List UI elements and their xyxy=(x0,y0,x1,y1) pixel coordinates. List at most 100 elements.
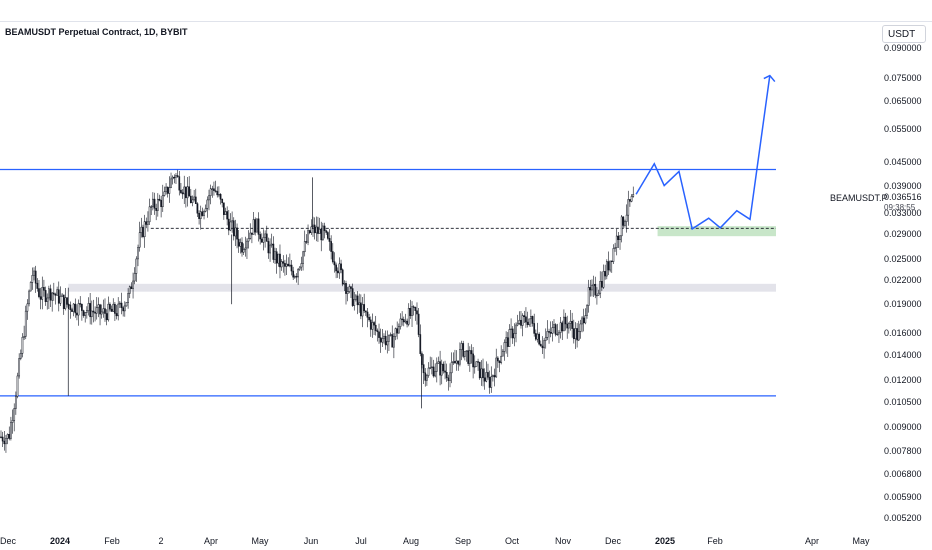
candle-body xyxy=(373,322,375,326)
candle-body xyxy=(442,363,445,372)
candle-body xyxy=(198,212,200,219)
candle-body xyxy=(371,322,374,330)
candle-body xyxy=(89,303,91,318)
price-tick-label: 0.075000 xyxy=(884,72,922,83)
price-tick-label: 0.025000 xyxy=(884,253,922,264)
candle-body xyxy=(465,350,468,352)
candle-body xyxy=(369,319,372,330)
candle-body xyxy=(531,316,534,324)
candle-body xyxy=(546,331,549,338)
candle-body xyxy=(69,304,72,310)
candle-body xyxy=(119,302,121,305)
candle-body xyxy=(213,188,215,191)
candle-body xyxy=(269,244,271,254)
candle-body xyxy=(285,263,288,267)
candle-body xyxy=(551,327,554,334)
candle-body xyxy=(482,368,484,379)
buy-zone xyxy=(657,226,776,237)
candle-body xyxy=(604,271,607,277)
price-tick-label: 0.065000 xyxy=(884,96,922,107)
candle-body xyxy=(518,319,521,324)
price-tick-label: 0.045000 xyxy=(884,157,922,167)
price-tick-label: 0.006800 xyxy=(884,468,922,479)
candle-body xyxy=(156,198,159,211)
candle-body xyxy=(289,264,291,267)
candle-body xyxy=(300,263,303,268)
candle-body xyxy=(137,246,139,260)
candle-body xyxy=(201,211,204,216)
candle-body xyxy=(26,303,29,312)
candle-body xyxy=(421,353,423,365)
candle-body xyxy=(444,370,446,373)
candle-body xyxy=(452,361,455,363)
candle-body xyxy=(61,294,63,297)
candle-body xyxy=(147,221,149,225)
candle-body xyxy=(94,311,96,314)
candle-body xyxy=(183,186,186,195)
candle-body xyxy=(204,208,207,212)
candle-body xyxy=(619,235,621,240)
candle-body xyxy=(148,206,151,223)
candle-body xyxy=(416,310,418,315)
candle-body xyxy=(539,343,542,347)
candle-body xyxy=(454,361,456,364)
candle-body xyxy=(601,281,603,288)
candle-body xyxy=(331,251,334,262)
time-tick-label: Jul xyxy=(355,536,367,546)
candle-body xyxy=(632,194,635,197)
candle-body xyxy=(150,206,153,208)
time-tick-label: 2025 xyxy=(654,536,676,546)
time-tick-label: Apr xyxy=(203,536,219,546)
candle-body xyxy=(530,316,532,320)
time-tick-label: Feb xyxy=(104,536,120,546)
candle-body xyxy=(325,230,328,233)
candle-body xyxy=(168,187,171,194)
candle-body xyxy=(34,270,37,284)
candle-body xyxy=(538,333,540,345)
candle-body xyxy=(447,377,450,381)
candle-body xyxy=(605,261,608,277)
candle-body xyxy=(383,335,385,339)
candle-body xyxy=(548,331,550,333)
candle-body xyxy=(449,372,451,381)
candle-body xyxy=(170,178,172,188)
candle-body xyxy=(76,312,78,316)
candle-body xyxy=(437,361,440,364)
candle-body xyxy=(511,328,514,339)
candle-body xyxy=(292,270,295,278)
candle-body xyxy=(317,226,319,234)
candle-body xyxy=(13,408,16,421)
candle-body xyxy=(586,305,588,316)
candle-body xyxy=(287,263,290,267)
price-tick-label: 0.005900 xyxy=(884,492,922,503)
time-tick-label: 2 xyxy=(158,536,164,546)
candle-body xyxy=(501,351,504,357)
candle-body xyxy=(221,198,224,204)
candle-body xyxy=(189,195,192,203)
currency-selector-button[interactable]: USDT xyxy=(882,25,926,43)
candle-body xyxy=(624,221,626,226)
candle-body xyxy=(404,320,407,323)
candle-body xyxy=(630,196,633,202)
candle-body xyxy=(599,281,602,294)
candle-body xyxy=(429,367,432,369)
candle-body xyxy=(577,331,580,341)
candle-body xyxy=(259,234,262,240)
candle-body xyxy=(274,251,276,260)
candle-body xyxy=(284,263,286,267)
candle-body xyxy=(23,336,25,338)
candle-body xyxy=(242,249,245,253)
candle-body xyxy=(59,296,62,304)
candle-body xyxy=(133,273,136,282)
candle-body xyxy=(558,332,560,335)
price-tick-label: 0.039000 xyxy=(884,180,922,191)
candle-body xyxy=(579,323,582,332)
candle-body xyxy=(473,366,476,368)
candle-body xyxy=(417,313,420,335)
candle-body xyxy=(607,261,610,271)
candle-body xyxy=(326,232,329,239)
candle-body xyxy=(323,225,326,232)
candle-body xyxy=(199,211,202,219)
candle-body xyxy=(596,294,598,297)
